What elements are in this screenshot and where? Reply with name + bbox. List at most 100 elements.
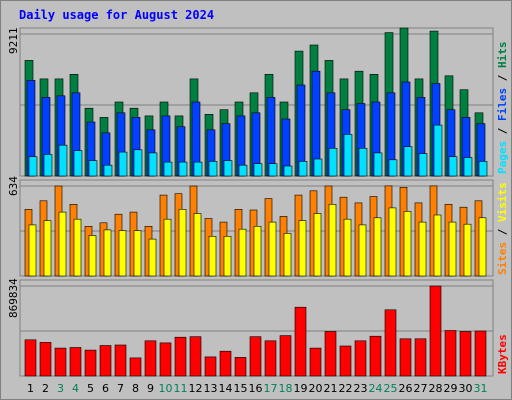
day-label-18: 18 bbox=[279, 382, 293, 395]
day-label-4: 4 bbox=[72, 382, 79, 395]
visits-sites-bar-day-14 bbox=[223, 236, 232, 277]
hits-pages-bar-day-17 bbox=[268, 163, 278, 177]
day-label-14: 14 bbox=[219, 382, 233, 395]
day-label-9: 9 bbox=[147, 382, 154, 395]
kbytes-kbytes-bar-day-12 bbox=[189, 336, 202, 377]
kbytes-kbytes-bar-day-1 bbox=[24, 339, 37, 377]
visits-sites-bar-day-3 bbox=[58, 211, 67, 277]
legend-visits: Visits bbox=[496, 182, 509, 222]
visits-sites-bar-day-10 bbox=[163, 218, 172, 277]
kbytes-kbytes-bar-day-21 bbox=[324, 331, 337, 377]
kbytes-kbytes-bar-day-23 bbox=[354, 340, 367, 377]
hits-pages-bar-day-1 bbox=[28, 156, 38, 177]
hits-pages-bar-day-25 bbox=[388, 159, 398, 177]
day-label-1: 1 bbox=[27, 382, 34, 395]
day-label-7: 7 bbox=[117, 382, 124, 395]
hits-pages-bar-day-27 bbox=[418, 153, 428, 177]
kbytes-kbytes-bar-day-22 bbox=[339, 345, 352, 377]
kbytes-kbytes-bar-day-14 bbox=[219, 350, 232, 377]
hits-pages-bar-day-19 bbox=[298, 161, 308, 177]
hits-pages-bar-day-3 bbox=[58, 144, 68, 177]
day-label-8: 8 bbox=[132, 382, 139, 395]
hits-pages-bar-day-2 bbox=[43, 154, 53, 177]
kbytes-kbytes-bar-day-18 bbox=[279, 335, 292, 377]
visits-sites-bar-day-6 bbox=[103, 229, 112, 277]
kbytes-kbytes-bar-day-26 bbox=[399, 338, 412, 377]
hits-panel-legend: Pages / Files / Hits bbox=[496, 42, 509, 175]
hits-pages-bar-day-11 bbox=[178, 161, 188, 177]
visits-sites-bar-day-28 bbox=[433, 214, 442, 277]
visits-sites-bar-day-18 bbox=[283, 233, 292, 277]
day-label-19: 19 bbox=[294, 382, 308, 395]
day-label-15: 15 bbox=[234, 382, 248, 395]
day-label-17: 17 bbox=[264, 382, 278, 395]
visits-sites-bar-day-21 bbox=[328, 204, 337, 277]
kbytes-kbytes-bar-day-31 bbox=[474, 330, 487, 377]
kbytes-kbytes-bar-day-7 bbox=[114, 344, 127, 377]
visits-max-label: 634 bbox=[7, 176, 20, 196]
kbytes-kbytes-bar-day-28 bbox=[429, 285, 442, 377]
kbytes-kbytes-bar-day-29 bbox=[444, 330, 457, 377]
day-label-24: 24 bbox=[369, 382, 383, 395]
legend-pages: Pages bbox=[496, 141, 509, 174]
visits-sites-bar-day-27 bbox=[418, 221, 427, 277]
hits-pages-bar-day-5 bbox=[88, 160, 98, 177]
kbytes-kbytes-bar-day-2 bbox=[39, 342, 52, 377]
visits-sites-bar-day-12 bbox=[193, 213, 202, 277]
kbytes-kbytes-bar-day-6 bbox=[99, 345, 112, 377]
day-label-16: 16 bbox=[249, 382, 263, 395]
day-label-27: 27 bbox=[414, 382, 428, 395]
kbytes-kbytes-bar-day-24 bbox=[369, 335, 382, 377]
hits-pages-bar-day-15 bbox=[238, 164, 248, 177]
kbytes-kbytes-bar-day-19 bbox=[294, 306, 307, 377]
legend-sep-2: / bbox=[496, 68, 509, 88]
day-label-23: 23 bbox=[354, 382, 368, 395]
visits-sites-bar-day-1 bbox=[28, 224, 37, 277]
visits-sites-bar-day-7 bbox=[118, 230, 127, 277]
visits-sites-bar-day-22 bbox=[343, 218, 352, 277]
hits-pages-bar-day-26 bbox=[403, 146, 413, 177]
chart-bars bbox=[20, 27, 493, 377]
hits-pages-bar-day-24 bbox=[373, 152, 383, 177]
visits-sites-bar-day-26 bbox=[403, 211, 412, 277]
kbytes-panel-legend: KBytes bbox=[496, 334, 509, 374]
hits-pages-bar-day-31 bbox=[478, 161, 488, 177]
day-label-30: 30 bbox=[459, 382, 473, 395]
day-label-12: 12 bbox=[189, 382, 203, 395]
hits-pages-bar-day-30 bbox=[463, 157, 473, 177]
hits-max-label: 9211 bbox=[7, 28, 20, 55]
hits-pages-bar-day-7 bbox=[118, 151, 128, 177]
hits-pages-bar-day-14 bbox=[223, 160, 233, 177]
visits-sites-bar-day-29 bbox=[448, 221, 457, 277]
kbytes-kbytes-bar-day-10 bbox=[159, 342, 172, 377]
kbytes-kbytes-bar-day-15 bbox=[234, 357, 247, 377]
kbytes-kbytes-bar-day-8 bbox=[129, 357, 142, 377]
visits-sites-bar-day-24 bbox=[373, 217, 382, 277]
hits-pages-bar-day-16 bbox=[253, 163, 263, 177]
day-label-31: 31 bbox=[474, 382, 488, 395]
legend-sep-1: / bbox=[496, 121, 509, 141]
legend-hits: Hits bbox=[496, 42, 509, 69]
hits-pages-bar-day-29 bbox=[448, 156, 458, 177]
kbytes-kbytes-bar-day-4 bbox=[69, 347, 82, 377]
hits-pages-bar-day-23 bbox=[358, 148, 368, 177]
kbytes-kbytes-bar-day-13 bbox=[204, 356, 217, 377]
hits-pages-bar-day-18 bbox=[283, 165, 293, 177]
visits-sites-bar-day-5 bbox=[88, 235, 97, 277]
visits-sites-bar-day-16 bbox=[253, 226, 262, 277]
hits-pages-bar-day-12 bbox=[193, 161, 203, 177]
legend-sep-3: / bbox=[496, 222, 509, 242]
day-label-22: 22 bbox=[339, 382, 353, 395]
hits-pages-bar-day-28 bbox=[433, 124, 443, 177]
visits-sites-bar-day-11 bbox=[178, 209, 187, 277]
kbytes-kbytes-bar-day-27 bbox=[414, 338, 427, 377]
kbytes-kbytes-bar-day-16 bbox=[249, 336, 262, 377]
visits-sites-bar-day-23 bbox=[358, 224, 367, 277]
hits-pages-bar-day-22 bbox=[343, 134, 353, 177]
visits-sites-bar-day-9 bbox=[148, 238, 157, 277]
day-labels: 1 2 3 4 5 6 7 8 9 10 11 12 13 14 15 16 17 18 19 20 21 22 23 24 2… bbox=[27, 382, 488, 395]
kbytes-kbytes-bar-day-5 bbox=[84, 349, 97, 377]
hits-pages-bar-day-8 bbox=[133, 149, 143, 177]
day-label-25: 25 bbox=[384, 382, 398, 395]
visits-sites-bar-day-4 bbox=[73, 218, 82, 277]
